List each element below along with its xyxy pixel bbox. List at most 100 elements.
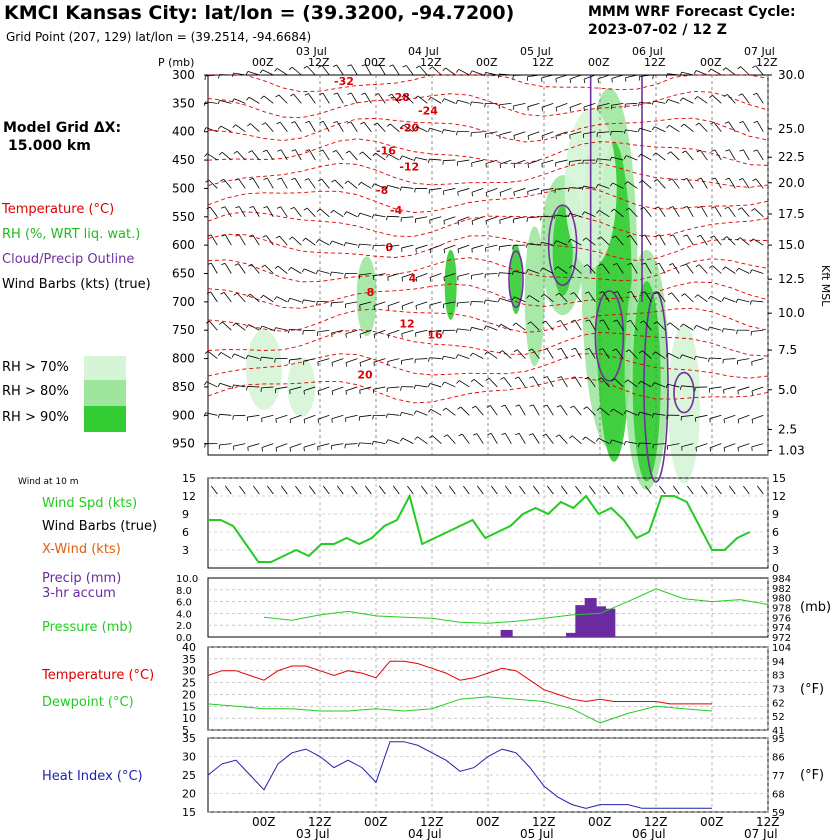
wind-barb-flag	[694, 294, 698, 298]
wind-barb	[710, 68, 722, 76]
surface-wind-barb	[631, 485, 638, 495]
surface-wind-barb	[533, 485, 540, 495]
time-tick-label-top: 12Z	[756, 56, 778, 69]
wind-barb-flag	[330, 209, 334, 214]
wind-barb	[658, 206, 666, 218]
temp-contour-label: -4	[390, 204, 403, 217]
wind-barb-flag	[457, 248, 460, 254]
wind-barb-flag	[641, 234, 646, 237]
wind-barb-flag	[442, 330, 444, 335]
wind-barb	[279, 235, 288, 246]
wind-barb-flag	[555, 107, 558, 112]
wind-barb	[644, 234, 652, 246]
wind-barb	[584, 211, 596, 218]
wind-barb	[598, 210, 610, 218]
wind-barb-flag	[584, 376, 589, 380]
wind-barb	[612, 182, 624, 189]
wind-barb-flag	[413, 157, 416, 162]
time-tick-label-bottom: 00Z	[476, 815, 500, 829]
wind-barb	[289, 443, 302, 449]
wind-barb-flag	[358, 442, 360, 447]
time-tick-label-bottom: 00Z	[588, 815, 612, 829]
wind-barb	[219, 99, 232, 104]
wind-barb	[373, 301, 386, 306]
wind-barb	[321, 65, 330, 76]
wind-barb	[751, 358, 764, 362]
wind-barb-flag	[302, 330, 304, 335]
wind-barb-flag	[301, 299, 304, 304]
wind-barb	[630, 320, 638, 331]
wind-barb-flag	[386, 123, 391, 127]
wind-barb-flag	[317, 390, 320, 396]
wind-barb	[419, 65, 428, 76]
temp-f-ytick: 52	[772, 712, 785, 723]
wind-barb	[709, 357, 722, 359]
wind-barb	[308, 121, 316, 132]
wind-barb-flag	[498, 323, 502, 328]
wind-barb	[404, 94, 414, 104]
wind-barb	[265, 235, 274, 246]
time-tick-label-bottom: 00Z	[364, 815, 388, 829]
wind-ytick-right: 6	[772, 526, 779, 539]
wind-barb-flag	[666, 415, 668, 420]
wind-barb-flag	[513, 191, 515, 197]
wind-barb-flag	[371, 183, 375, 188]
wind-barb-flag	[613, 291, 618, 294]
wind-barb	[639, 74, 652, 77]
wind-barb	[513, 131, 526, 136]
time-tick-label-top: 00Z	[364, 56, 386, 69]
wind-barb-flag	[274, 68, 278, 72]
wind-barb	[457, 301, 470, 304]
wind-barb-flag	[542, 348, 547, 351]
wind-barb-flag	[317, 419, 320, 424]
wind-barb	[597, 74, 610, 80]
wind-barb	[625, 441, 638, 445]
time-tick-label-top: 00Z	[476, 56, 498, 69]
wind-barb-flag	[735, 267, 739, 272]
wind-barb-flag	[665, 99, 669, 104]
temp-f-ytick: 41	[772, 726, 785, 737]
wind-barb-flag	[753, 120, 758, 124]
wind-barb-flag	[710, 235, 714, 239]
wind-barb	[238, 263, 246, 274]
wind-barb	[415, 273, 428, 278]
wind-barb-flag	[723, 236, 728, 240]
wind-barb	[261, 414, 274, 419]
wind-barb-flag	[484, 351, 488, 355]
wind-barb	[681, 414, 694, 417]
heat-f-ytick: 95	[772, 734, 785, 745]
wind-barb-flag	[555, 135, 557, 140]
wind-barb-flag	[654, 206, 659, 209]
wind-barb-flag	[248, 263, 252, 267]
wind-barb-flag	[737, 447, 739, 452]
wind-barb	[333, 209, 344, 218]
wind-barb	[471, 70, 484, 76]
temp-f-ytick: 94	[772, 657, 785, 668]
wind-barb-flag	[724, 206, 729, 210]
wind-barb	[293, 207, 302, 218]
wind-barb-flag	[246, 386, 248, 391]
wind-barb-flag	[359, 151, 363, 155]
heat-index-line	[207, 741, 712, 809]
temp-ytick: 15	[182, 700, 196, 713]
wind-barb-flag	[665, 73, 668, 78]
wind-barb-flag	[276, 121, 281, 125]
wind-barb	[558, 292, 568, 303]
wind-barb-flag	[722, 67, 727, 71]
wind-barb-flag	[428, 357, 430, 362]
wind-barb	[345, 301, 358, 305]
time-tick-label-bottom: 12Z	[308, 815, 332, 829]
wind-barb	[630, 262, 638, 274]
wind-barb-flag	[455, 69, 460, 73]
wind-barb	[597, 102, 610, 107]
wind-barb-flag	[427, 383, 431, 388]
heat-ytick: 25	[182, 769, 196, 782]
wind-barb-flag	[583, 106, 585, 111]
wind-barb-flag	[333, 92, 338, 95]
wind-barb	[445, 67, 456, 76]
wind-barb	[587, 264, 596, 274]
temp-contour	[207, 138, 769, 166]
heat-f-unit-label: (°F)	[800, 768, 824, 783]
wind-barb-flag	[739, 149, 744, 152]
wind-barb-flag	[443, 434, 448, 438]
